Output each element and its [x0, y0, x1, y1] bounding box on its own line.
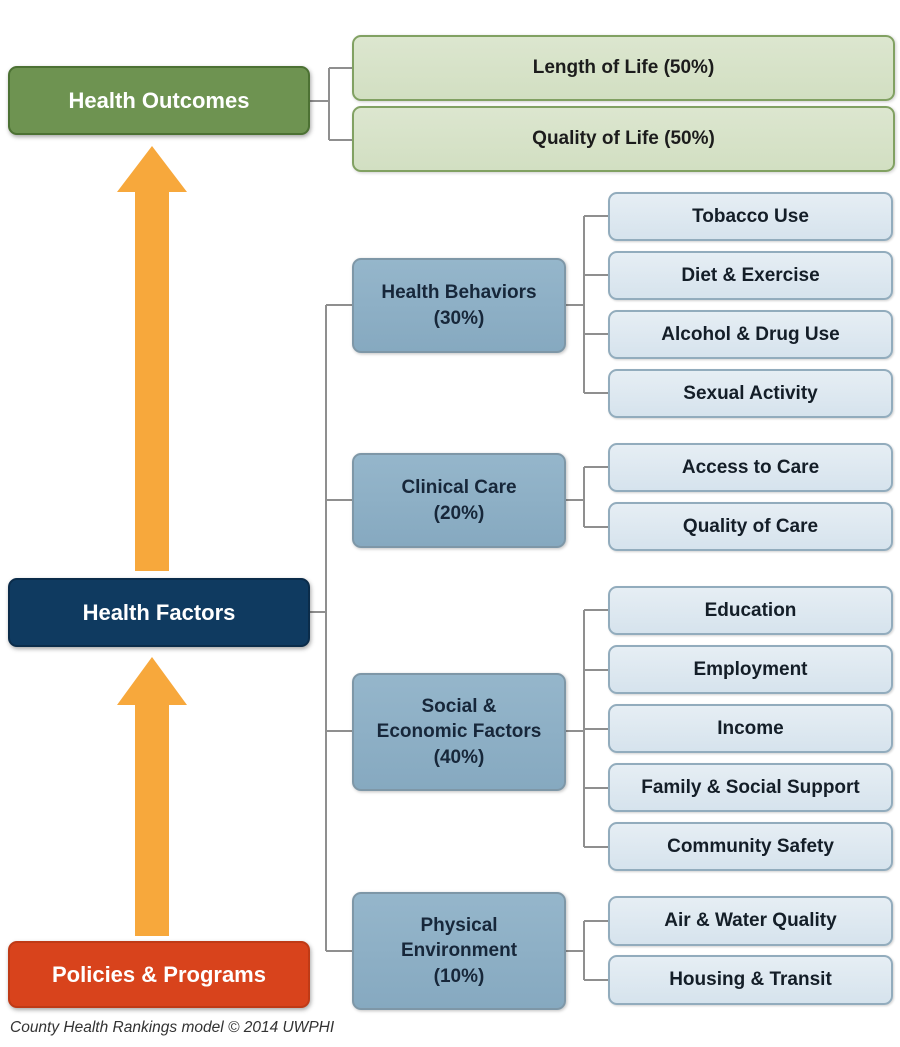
- physical-environment-label-line1: Physical: [420, 914, 498, 936]
- social-economic-label-line1: Social &: [421, 695, 497, 717]
- health-behaviors-weight: (30%): [433, 307, 485, 329]
- alcohol-drug-use-box: Alcohol & Drug Use: [608, 310, 893, 359]
- access-to-care-label: Access to Care: [681, 456, 820, 478]
- access-to-care-box: Access to Care: [608, 443, 893, 492]
- policies-programs-label: Policies & Programs: [52, 961, 266, 987]
- quality-of-care-box: Quality of Care: [608, 502, 893, 551]
- physical-environment-label-line2: Environment: [400, 940, 518, 962]
- physical-environment-box: Physical Environment (10%): [352, 892, 566, 1010]
- health-outcomes-label: Health Outcomes: [68, 87, 250, 113]
- health-behaviors-label-line1: Health Behaviors: [381, 281, 537, 303]
- clinical-care-label-line1: Clinical Care: [401, 476, 517, 498]
- sexual-activity-label: Sexual Activity: [683, 382, 818, 404]
- up-arrow-factors-to-outcomes: [117, 146, 187, 571]
- education-box: Education: [608, 586, 893, 635]
- family-social-support-box: Family & Social Support: [608, 763, 893, 812]
- policies-programs-box: Policies & Programs: [8, 941, 310, 1008]
- clinical-care-weight: (20%): [433, 502, 485, 524]
- quality-of-care-label: Quality of Care: [682, 515, 819, 537]
- housing-transit-label: Housing & Transit: [669, 969, 832, 990]
- health-outcomes-box: Health Outcomes: [8, 66, 310, 135]
- length-of-life-box: Length of Life (50%): [352, 35, 895, 101]
- housing-transit-box: Housing & Transit: [608, 955, 893, 1005]
- tobacco-use-box: Tobacco Use: [608, 192, 893, 241]
- social-economic-factors-box: Social & Economic Factors (40%): [352, 673, 566, 791]
- education-label: Education: [704, 599, 797, 621]
- length-of-life-label: Length of Life (50%): [532, 57, 715, 78]
- quality-of-life-box: Quality of Life (50%): [352, 106, 895, 172]
- air-water-quality-label: Air & Water Quality: [664, 910, 837, 931]
- employment-box: Employment: [608, 645, 893, 694]
- flow-arrows: [117, 146, 187, 936]
- community-safety-box: Community Safety: [608, 822, 893, 871]
- social-economic-weight: (40%): [433, 746, 485, 768]
- physical-environment-weight: (10%): [433, 965, 485, 987]
- health-factors-label: Health Factors: [82, 599, 236, 625]
- employment-label: Employment: [693, 658, 808, 680]
- clinical-care-box: Clinical Care (20%): [352, 453, 566, 548]
- diet-exercise-box: Diet & Exercise: [608, 251, 893, 300]
- diet-exercise-label: Diet & Exercise: [681, 264, 820, 286]
- air-water-quality-box: Air & Water Quality: [608, 896, 893, 946]
- income-label: Income: [717, 717, 784, 739]
- health-factors-box: Health Factors: [8, 578, 310, 647]
- connector-lines: [310, 67, 608, 981]
- tobacco-use-label: Tobacco Use: [692, 205, 809, 227]
- footer-credit: County Health Rankings model © 2014 UWPH…: [10, 1019, 335, 1036]
- family-social-support-label: Family & Social Support: [641, 776, 860, 798]
- quality-of-life-label: Quality of Life (50%): [532, 128, 715, 149]
- up-arrow-policies-to-factors: [117, 657, 187, 936]
- community-safety-label: Community Safety: [667, 835, 834, 857]
- social-economic-label-line2: Economic Factors: [376, 721, 542, 743]
- alcohol-drug-use-label: Alcohol & Drug Use: [661, 323, 840, 345]
- income-box: Income: [608, 704, 893, 753]
- sexual-activity-box: Sexual Activity: [608, 369, 893, 418]
- health-behaviors-box: Health Behaviors (30%): [352, 258, 566, 353]
